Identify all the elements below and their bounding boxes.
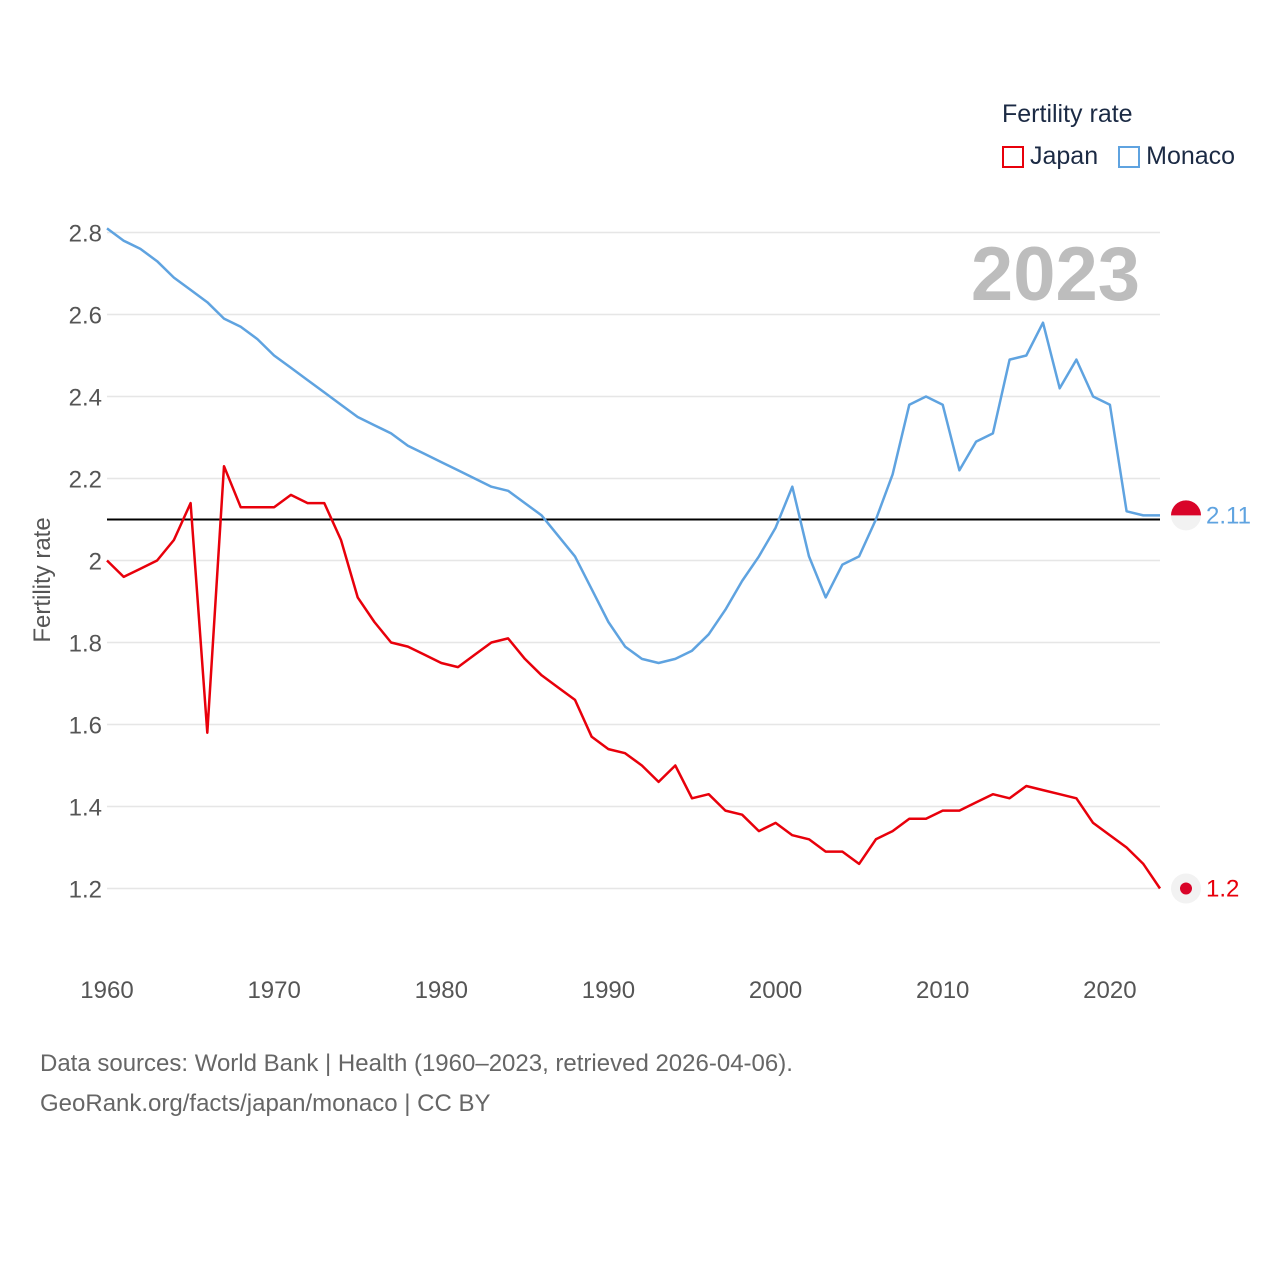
y-tick-label: 1.8 — [69, 631, 102, 658]
legend-item-japan[interactable]: Japan — [1002, 142, 1098, 171]
x-tick-label: 1990 — [582, 977, 635, 1004]
year-label: 2023 — [971, 232, 1140, 317]
source-note: Data sources: World Bank | Health (1960–… — [40, 1044, 793, 1124]
y-tick-label: 2.4 — [69, 385, 102, 412]
end-value-label-japan: 1.2 — [1206, 876, 1239, 903]
x-tick-label: 1980 — [415, 977, 468, 1004]
y-tick-label: 2 — [89, 549, 102, 576]
gridlines — [107, 231, 1160, 890]
legend-swatch-monaco — [1118, 145, 1141, 168]
x-axis-ticks: 1960 1970 1980 1990 2000 2010 2020 — [80, 977, 1136, 1004]
x-tick-label: 2020 — [1083, 977, 1136, 1004]
x-tick-label: 1960 — [80, 977, 133, 1004]
series-line-monaco[interactable] — [106, 227, 1160, 665]
y-tick-label: 1.6 — [69, 713, 102, 740]
end-marker-japan: 1.2 — [1171, 873, 1239, 904]
legend-label-monaco: Monaco — [1146, 142, 1236, 170]
series-line-japan[interactable] — [106, 464, 1162, 890]
end-markers: 1.2 2.11 — [1171, 500, 1251, 904]
source-line-2[interactable]: GeoRank.org/facts/japan/monaco | CC BY — [40, 1090, 491, 1117]
y-tick-label: 1.2 — [69, 877, 102, 904]
x-tick-label: 2010 — [916, 977, 969, 1004]
legend-item-monaco[interactable]: Monaco — [1118, 142, 1235, 171]
end-marker-monaco: 2.11 — [1171, 500, 1251, 531]
y-tick-label: 2.6 — [69, 303, 102, 330]
source-line-1: Data sources: World Bank | Health (1960–… — [40, 1050, 793, 1077]
y-axis-label: Fertility rate — [29, 517, 56, 642]
y-tick-label: 2.8 — [69, 221, 102, 248]
legend-label-japan: Japan — [1030, 142, 1099, 170]
legend-title: Fertility rate — [1002, 100, 1133, 128]
y-axis-ticks: 1.2 1.4 1.6 1.8 2 2.2 2.4 2.6 2.8 — [69, 221, 102, 904]
x-tick-label: 2000 — [749, 977, 802, 1004]
legend: Japan Monaco — [1002, 142, 1235, 171]
y-tick-label: 2.2 — [69, 467, 102, 494]
x-tick-label: 1970 — [247, 977, 300, 1004]
japan-flag-dot — [1180, 882, 1192, 895]
legend-swatch-japan — [1002, 145, 1024, 168]
end-value-label-monaco: 2.11 — [1206, 502, 1251, 529]
series-lines — [106, 227, 1162, 890]
y-tick-label: 1.4 — [69, 795, 102, 822]
monaco-flag-red-half — [1171, 500, 1201, 516]
